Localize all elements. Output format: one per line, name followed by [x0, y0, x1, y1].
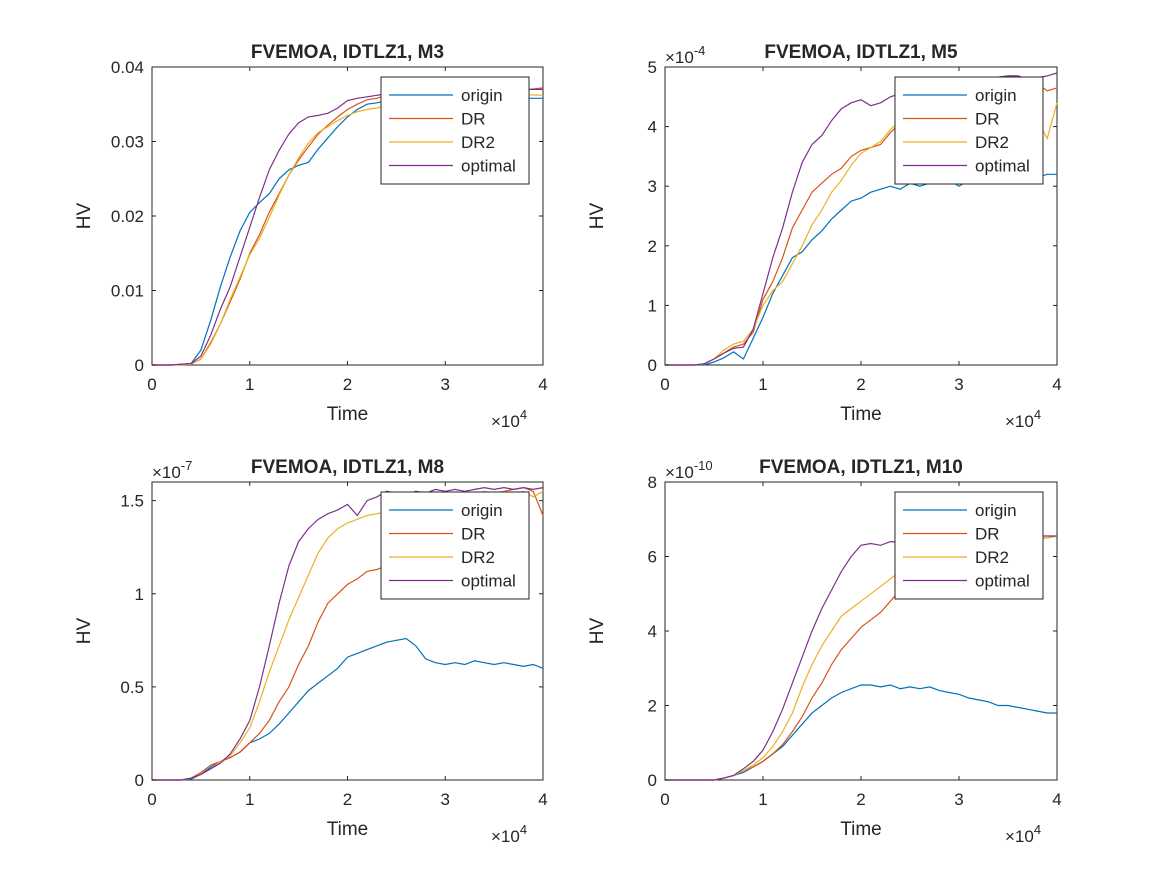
legend: origin DR DR2 optimal — [380, 76, 530, 185]
x-exponent-power: 4 — [1034, 407, 1041, 422]
legend-label: DR — [461, 110, 486, 129]
y-tick-label: 0 — [648, 356, 657, 375]
x-tick-label: 0 — [660, 790, 669, 809]
legend-label: origin — [461, 501, 503, 520]
x-tick-label: 2 — [343, 790, 352, 809]
x-exponent-base: ×10 — [491, 412, 520, 431]
y-tick-label: 1 — [648, 296, 657, 315]
y-tick-label: 0 — [135, 771, 144, 790]
legend-label: DR — [461, 525, 486, 544]
y-tick-label: 4 — [648, 622, 657, 641]
y-tick-label: 6 — [648, 548, 657, 567]
legend-label: optimal — [975, 157, 1030, 176]
y-tick-label: 3 — [648, 177, 657, 196]
subplot-1: 0 1 2 3 4 0 0.01 0.02 0.03 0.04 FVEMOA, IDTLZ1, M3… — [74, 42, 548, 431]
y-axis-label: HV — [587, 617, 608, 644]
y-exponent-label: ×10-10 — [665, 458, 713, 482]
y-tick-label: 1 — [135, 585, 144, 604]
legend-label: DR2 — [975, 133, 1009, 152]
x-tick-label: 3 — [441, 790, 450, 809]
x-tick-label: 2 — [343, 375, 352, 394]
y-exponent-label: ×10-7 — [152, 458, 192, 482]
x-tick-label: 0 — [660, 375, 669, 394]
legend: origin DR DR2 optimal — [380, 491, 530, 600]
y-tick-label: 0.5 — [120, 678, 144, 697]
y-exponent-base: ×10 — [665, 48, 694, 67]
x-axis-label: Time — [840, 404, 882, 425]
subplot-3: 0 1 2 3 4 0 0.5 1 1.5 FVEMOA, IDTLZ1, M8 Time HV ×10… — [74, 457, 548, 846]
y-tick-label: 8 — [648, 473, 657, 492]
y-tick-label: 2 — [648, 237, 657, 256]
legend-label: origin — [975, 501, 1017, 520]
legend-label: optimal — [461, 572, 516, 591]
chart-title: FVEMOA, IDTLZ1, M3 — [251, 42, 444, 63]
legend: origin DR DR2 optimal — [894, 491, 1044, 600]
x-tick-label: 1 — [758, 375, 767, 394]
legend: origin DR DR2 optimal — [894, 76, 1044, 185]
y-tick-label: 1.5 — [120, 492, 144, 511]
x-tick-label: 2 — [856, 790, 865, 809]
y-exponent-power: -4 — [694, 43, 706, 58]
y-tick-label: 5 — [648, 58, 657, 77]
legend-label: origin — [975, 86, 1017, 105]
x-exponent-label: ×104 — [1005, 822, 1041, 846]
y-exponent-label: ×10-4 — [665, 43, 705, 67]
y-exponent-power: -10 — [694, 458, 713, 473]
x-tick-label: 4 — [538, 790, 547, 809]
legend-label: origin — [461, 86, 503, 105]
legend-label: DR2 — [461, 548, 495, 567]
chart-title: FVEMOA, IDTLZ1, M8 — [251, 457, 444, 478]
x-tick-label: 4 — [538, 375, 547, 394]
x-exponent-power: 4 — [1034, 822, 1041, 837]
y-exponent-base: ×10 — [665, 463, 694, 482]
y-tick-label: 0.02 — [111, 207, 144, 226]
legend-label: DR — [975, 525, 1000, 544]
x-exponent-label: ×104 — [1005, 407, 1041, 431]
legend-label: DR2 — [461, 133, 495, 152]
x-tick-label: 0 — [147, 790, 156, 809]
legend-label: optimal — [461, 157, 516, 176]
x-exponent-label: ×104 — [491, 407, 527, 431]
series-line-optimal — [152, 486, 544, 781]
x-axis-label: Time — [327, 404, 369, 425]
x-exponent-power: 4 — [520, 407, 527, 422]
y-tick-label: 0.01 — [111, 282, 144, 301]
x-exponent-base: ×10 — [1005, 412, 1034, 431]
x-exponent-base: ×10 — [491, 827, 520, 846]
y-tick-label: 2 — [648, 697, 657, 716]
chart-title: FVEMOA, IDTLZ1, M10 — [759, 457, 963, 478]
y-exponent-power: -7 — [181, 458, 193, 473]
x-axis-label: Time — [840, 819, 882, 840]
y-exponent-base: ×10 — [152, 463, 181, 482]
x-tick-label: 3 — [441, 375, 450, 394]
x-tick-label: 3 — [954, 375, 963, 394]
y-axis-label: HV — [74, 617, 95, 644]
y-axis-label: HV — [74, 202, 95, 229]
x-tick-label: 4 — [1052, 375, 1061, 394]
legend-label: DR — [975, 110, 1000, 129]
x-tick-label: 0 — [147, 375, 156, 394]
y-tick-label: 0.04 — [111, 58, 144, 77]
x-exponent-power: 4 — [520, 822, 527, 837]
x-tick-label: 3 — [954, 790, 963, 809]
chart-title: FVEMOA, IDTLZ1, M5 — [764, 42, 958, 63]
x-exponent-base: ×10 — [1005, 827, 1034, 846]
x-tick-label: 1 — [245, 375, 254, 394]
legend-label: DR2 — [975, 548, 1009, 567]
x-tick-label: 1 — [245, 790, 254, 809]
y-tick-label: 0 — [648, 771, 657, 790]
y-tick-label: 0.03 — [111, 133, 144, 152]
legend-label: optimal — [975, 572, 1030, 591]
x-tick-label: 2 — [856, 375, 865, 394]
y-tick-label: 4 — [648, 118, 657, 137]
y-tick-label: 0 — [135, 356, 144, 375]
y-axis-label: HV — [587, 202, 608, 229]
x-axis-label: Time — [327, 819, 369, 840]
x-tick-label: 1 — [758, 790, 767, 809]
x-tick-label: 4 — [1052, 790, 1061, 809]
x-exponent-label: ×104 — [491, 822, 527, 846]
